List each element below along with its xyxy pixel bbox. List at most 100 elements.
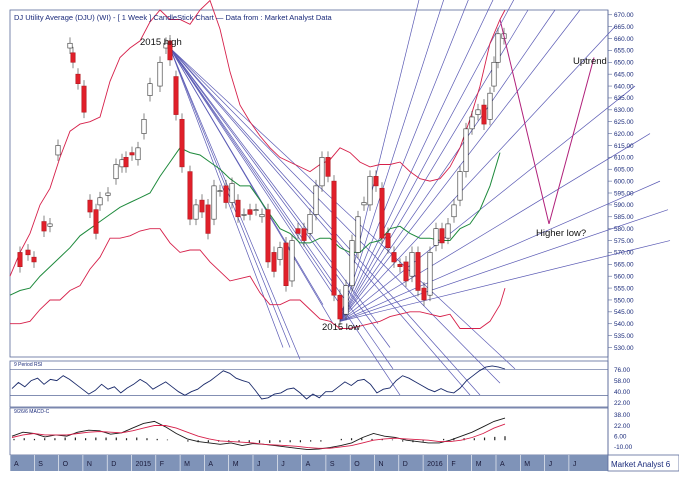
candle-up <box>211 185 217 220</box>
candle-up <box>487 92 493 120</box>
price-tick-label: 600.00 <box>614 178 634 185</box>
moving-average <box>9 147 501 296</box>
time-tick-label: F <box>160 461 164 468</box>
candle-up <box>135 147 141 161</box>
candle-down <box>373 176 379 187</box>
price-tick-label: 665.00 <box>614 24 634 31</box>
macd-tick-label: 6.00 <box>614 434 627 441</box>
fan-line <box>339 85 636 322</box>
time-axis-bar <box>10 455 608 471</box>
price-tick-label: 645.00 <box>614 71 634 78</box>
candle-down <box>41 221 47 232</box>
time-tick-label: J <box>549 461 553 468</box>
fan-line <box>169 47 516 370</box>
candle-down <box>31 256 37 263</box>
macd-tick-label: -10.00 <box>614 444 633 451</box>
candle-down <box>223 185 229 203</box>
candle-up <box>445 223 451 239</box>
price-tick-label: 655.00 <box>614 48 634 55</box>
macd-tick-label: 22.00 <box>614 423 630 430</box>
price-tick-label: 605.00 <box>614 167 634 174</box>
brand-label: Market Analyst 6 <box>611 460 671 469</box>
time-tick-label: N <box>379 461 384 468</box>
candle-up <box>141 119 147 134</box>
rsi-title: 9 Period RSI <box>14 362 42 368</box>
candle-down <box>179 119 185 168</box>
fan-line <box>169 47 324 305</box>
price-tick-label: 610.00 <box>614 155 634 162</box>
macd-title: 9/26/6 MACD-C <box>14 409 50 415</box>
candle-up <box>427 252 433 296</box>
rsi-tick-label: 76.00 <box>614 367 630 374</box>
moving-average-line <box>9 147 501 296</box>
candle-down <box>415 252 421 291</box>
scenario-line <box>499 19 595 225</box>
time-tick-label: A <box>208 461 213 468</box>
candle-down <box>205 204 211 234</box>
price-tick-label: 540.00 <box>614 321 634 328</box>
time-tick-label: N <box>87 461 92 468</box>
macd-axis: 38.00 22.00 6.00 -10.00 <box>614 412 633 451</box>
fan-line <box>169 47 301 360</box>
fan-line <box>169 47 481 396</box>
candle-down <box>283 242 289 286</box>
price-tick-label: 575.00 <box>614 238 634 245</box>
candle-down <box>295 228 301 234</box>
candle-down <box>167 40 173 61</box>
candle-up <box>491 61 497 87</box>
time-tick-label: M <box>524 461 530 468</box>
fan-line <box>339 0 494 322</box>
candle-up <box>113 164 119 180</box>
candle-down <box>265 209 271 263</box>
macd-signal-line <box>11 423 506 449</box>
price-tick-label: 565.00 <box>614 262 634 269</box>
fan-line <box>169 47 379 324</box>
price-tick-label: 615.00 <box>614 143 634 150</box>
candle-up <box>307 214 313 234</box>
candle-up <box>409 252 415 277</box>
rsi-tick-label: 40.00 <box>614 389 630 396</box>
price-tick-label: 650.00 <box>614 60 634 67</box>
time-tick-label: S <box>330 461 335 468</box>
fan-line <box>339 0 444 322</box>
candle-down <box>271 252 277 272</box>
candle-up <box>313 185 319 215</box>
candle-down <box>397 264 403 267</box>
macd-panel-frame <box>9 407 609 456</box>
candle-up <box>355 216 361 253</box>
candle-down <box>391 252 397 263</box>
candle-down <box>235 199 241 218</box>
price-tick-label: 545.00 <box>614 309 634 316</box>
candle-up <box>451 204 457 218</box>
candle-up <box>55 145 61 156</box>
macd-tick-label: 38.00 <box>614 412 630 419</box>
price-tick-label: 670.00 <box>614 12 634 19</box>
price-tick-label: 530.00 <box>614 345 634 352</box>
macd-indicator <box>11 417 506 451</box>
candle-down <box>123 157 129 168</box>
candle-down <box>173 76 179 115</box>
candle-down <box>17 252 23 267</box>
candle-down <box>93 209 99 234</box>
candlesticks <box>17 27 507 325</box>
fan-line <box>169 47 334 289</box>
candle-up <box>253 209 259 211</box>
candle-down <box>129 152 135 156</box>
time-tick-label: 2016 <box>427 461 443 468</box>
annotation-uptrend: Uptrend <box>573 56 607 67</box>
price-tick-label: 590.00 <box>614 202 634 209</box>
candle-up <box>349 240 355 286</box>
time-tick-label: O <box>63 461 69 468</box>
candle-up <box>433 228 439 246</box>
time-tick-label: J <box>573 461 577 468</box>
candle-up <box>259 214 265 218</box>
annotation-higher-low: Higher low? <box>536 228 586 239</box>
annotation-2015-high: 2015 high <box>140 37 182 48</box>
time-tick-label: M <box>184 461 190 468</box>
candle-down <box>337 294 343 320</box>
time-tick-label: A <box>306 461 311 468</box>
time-tick-label: M <box>233 461 239 468</box>
scenario-path <box>499 19 595 225</box>
